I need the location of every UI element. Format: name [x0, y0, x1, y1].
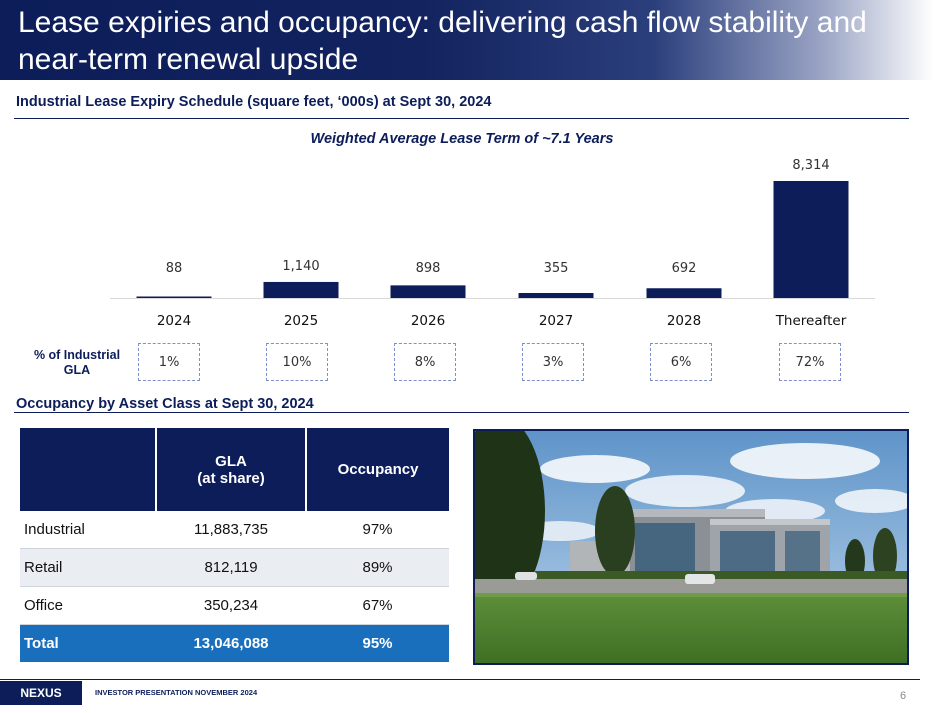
row-gla: 350,234 [156, 586, 306, 625]
footer-logo: NEXUS [0, 681, 82, 705]
bar-2024 [136, 296, 212, 298]
data-label-thereafter: 8,314 [792, 158, 829, 173]
building-photo-illustration [475, 431, 907, 663]
header-gla-line1: GLA [215, 452, 247, 470]
pct-box-2027: 3% [522, 343, 584, 381]
pct-box-2024: 1% [138, 343, 200, 381]
lease-section-title: Industrial Lease Expiry Schedule (square… [16, 94, 492, 110]
table-row: Retail 812,119 89% [20, 548, 449, 587]
data-label-2028: 692 [672, 261, 697, 276]
tick-label-2025: 2025 [284, 313, 318, 329]
total-occupancy: 95% [306, 624, 449, 662]
total-row: Total 13,046,088 95% [20, 624, 449, 662]
header-gla: GLA (at share) [155, 428, 306, 511]
bar-2028 [646, 288, 722, 298]
table-header-row: GLA (at share) Occupancy [20, 428, 449, 511]
footer-text: INVESTOR PRESENTATION NOVEMBER 2024 [95, 688, 258, 697]
page-title: Lease expiries and occupancy: delivering… [18, 6, 867, 76]
bar-2027 [518, 293, 594, 298]
lease-expiry-chart: 88 2024 1,140 2025 898 2026 355 2027 692 2028 8,31… [110, 158, 875, 329]
footer-rule [0, 679, 920, 680]
tick-label-thereafter: Thereafter [775, 313, 847, 329]
row-name: Industrial [20, 511, 156, 549]
bar-2026 [390, 285, 466, 298]
header-gla-line2: (at share) [197, 469, 265, 487]
table-row: Industrial 11,883,735 97% [20, 511, 449, 549]
header-occupancy: Occupancy [305, 428, 449, 511]
row-gla: 11,883,735 [156, 511, 306, 549]
pct-box-2026: 8% [394, 343, 456, 381]
total-name: Total [20, 624, 156, 662]
table-row: Office 350,234 67% [20, 586, 449, 625]
header-blank [20, 428, 156, 511]
row-name: Office [20, 586, 156, 625]
pct-gla-label: % of Industrial GLA [33, 348, 121, 377]
data-label-2026: 898 [416, 261, 441, 276]
title-banner [0, 0, 934, 80]
tick-label-2026: 2026 [411, 313, 445, 329]
tick-label-2028: 2028 [667, 313, 701, 329]
lease-section-rule [14, 118, 909, 119]
chart-subtitle: Weighted Average Lease Term of ~7.1 Year… [310, 131, 614, 147]
row-occupancy: 97% [306, 511, 449, 549]
row-occupancy: 67% [306, 586, 449, 625]
pct-box-thereafter: 72% [779, 343, 841, 381]
row-name: Retail [20, 548, 156, 587]
data-label-2024: 88 [166, 261, 183, 276]
building-photo [473, 429, 909, 665]
data-label-2025: 1,140 [282, 259, 319, 274]
row-occupancy: 89% [306, 548, 449, 587]
pct-box-2025: 10% [266, 343, 328, 381]
occupancy-section-rule [14, 412, 909, 413]
bar-thereafter [773, 181, 849, 298]
tick-label-2027: 2027 [539, 313, 573, 329]
occupancy-table: GLA (at share) Occupancy Industrial 11,8… [20, 428, 449, 662]
bar-2025 [263, 281, 339, 298]
data-label-2027: 355 [544, 261, 569, 276]
total-gla: 13,046,088 [156, 624, 306, 662]
occupancy-section-title: Occupancy by Asset Class at Sept 30, 202… [16, 396, 314, 412]
row-gla: 812,119 [156, 548, 306, 587]
page-number: 6 [900, 690, 907, 702]
pct-box-2028: 6% [650, 343, 712, 381]
tick-label-2024: 2024 [157, 313, 191, 329]
